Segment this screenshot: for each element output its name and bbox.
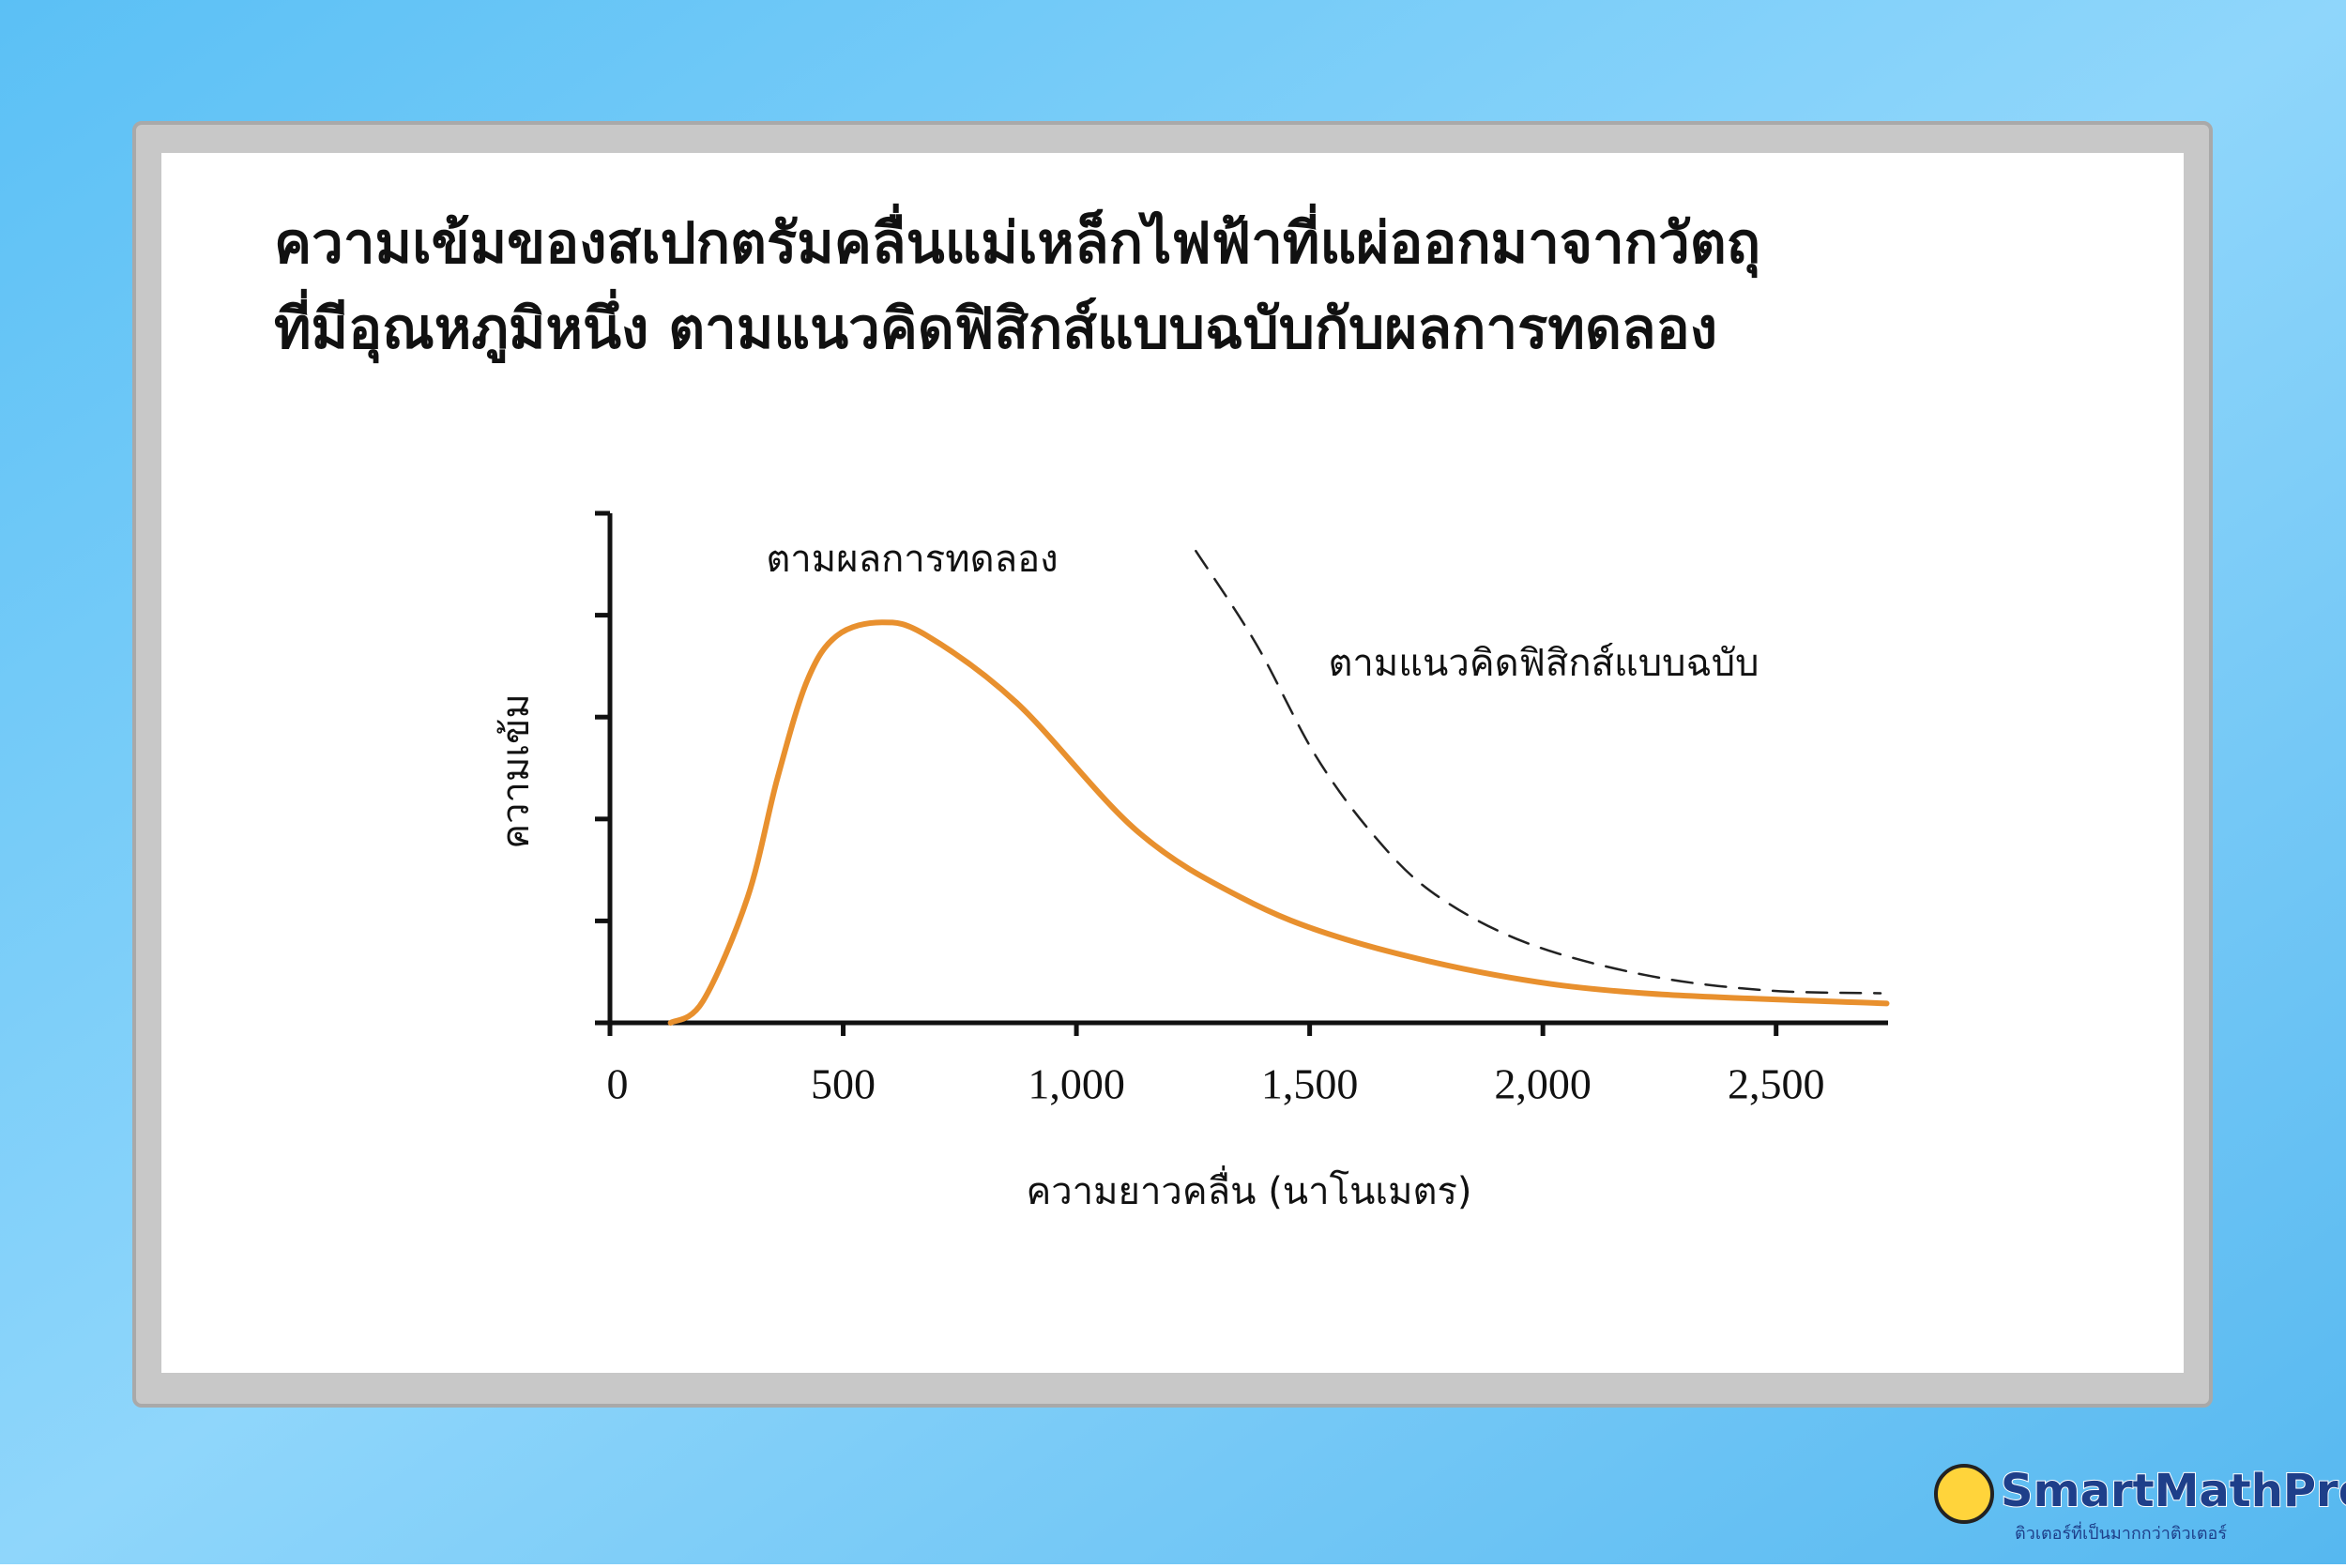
plot: 0 500 1,000 1,500 2,000 2,500	[595, 510, 1890, 1108]
series-label: ตามแนวคิดฟิสิกส์แบบฉบับ	[1328, 642, 1759, 685]
x-tick-label: 1,000	[1028, 1060, 1125, 1108]
chart-title: ที่มีอุณหภูมิหนึ่ง ตามแนวคิดฟิสิกส์แบบฉบ…	[274, 289, 1717, 364]
logo: SmartMathPro ติวเตอร์ที่เป็นมากกว่าติวเต…	[1934, 1464, 2346, 1544]
series-line	[1195, 549, 1882, 995]
x-tick-label: 500	[811, 1060, 876, 1108]
x-tick-label: 0	[607, 1060, 629, 1108]
x-tick-label: 2,500	[1728, 1060, 1825, 1108]
chart-title: ความเข้มของสเปกตรัมคลื่นแม่เหล็กไฟฟ้าที่…	[274, 204, 1760, 279]
logo-name: SmartMathPro	[2001, 1465, 2346, 1517]
x-tick-label: 1,500	[1261, 1060, 1359, 1108]
series-line	[667, 619, 1890, 1026]
y-axis-label: ความเข้ม	[495, 693, 538, 848]
x-axis-label: ความยาวคลื่น (นาโนเมตร)	[1026, 1165, 1471, 1213]
logo-tagline: ติวเตอร์ที่เป็นมากกว่าติวเตอร์	[2015, 1521, 2227, 1544]
series-label: ตามผลการทดลอง	[766, 538, 1058, 581]
board	[161, 153, 2184, 1373]
logo-icon	[1934, 1464, 1994, 1524]
x-tick-label: 2,000	[1494, 1060, 1592, 1108]
